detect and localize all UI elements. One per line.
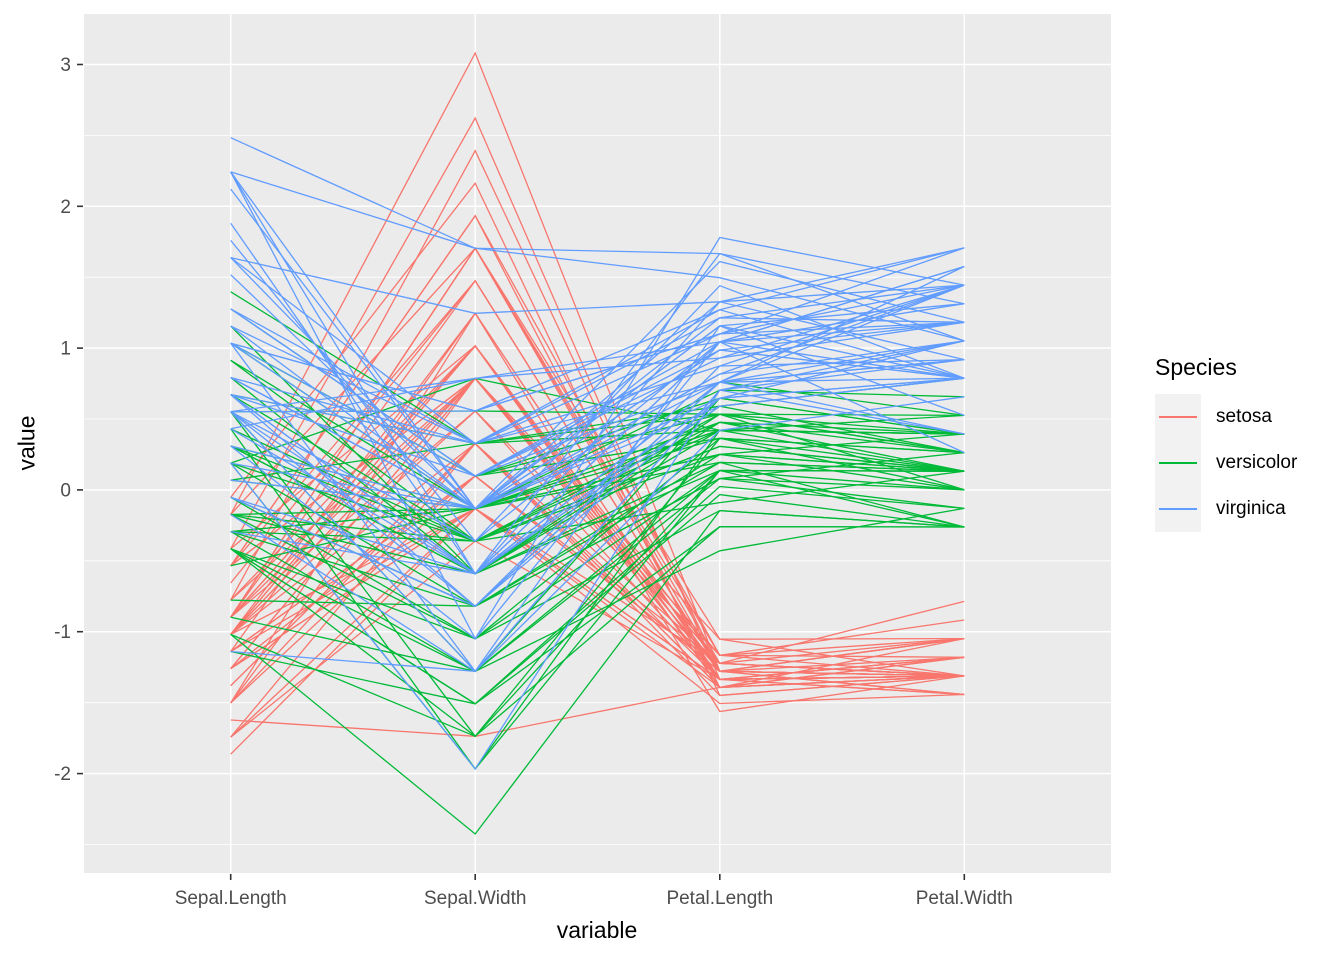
- legend-key-line-icon: [1159, 462, 1197, 464]
- y-tick-label: -1: [54, 622, 71, 643]
- plot-line-versicolor: [230, 461, 965, 575]
- plot-line-virginica: [230, 247, 965, 314]
- legend-key-line-icon: [1159, 508, 1197, 510]
- plot-line-versicolor: [230, 493, 965, 705]
- y-tick-label: 0: [60, 480, 71, 501]
- plot-line-versicolor: [230, 469, 965, 673]
- y-axis-title: value: [13, 415, 40, 471]
- plot-line-setosa: [230, 344, 965, 665]
- x-tick-label: Petal.Length: [666, 888, 773, 909]
- legend-title: Species: [1155, 354, 1237, 380]
- plot-line-virginica: [230, 381, 965, 575]
- legend-entry-setosa: setosa: [1155, 394, 1297, 440]
- plot-line-virginica: [230, 171, 965, 305]
- plot-line-setosa: [230, 507, 965, 681]
- plot-line-virginica: [230, 377, 965, 510]
- plot-line-virginica: [230, 265, 965, 477]
- plot-line-setosa: [230, 312, 965, 696]
- y-tick-label: -2: [54, 764, 71, 785]
- plot-line-versicolor: [230, 437, 965, 640]
- y-tick-label: 1: [60, 339, 71, 360]
- plot-line-virginica: [230, 349, 965, 477]
- y-tick-label: 2: [60, 197, 71, 218]
- plot-line-setosa: [230, 247, 965, 658]
- plot-line-virginica: [230, 389, 965, 771]
- plot-line-virginica: [230, 377, 965, 510]
- plot-line-setosa: [230, 279, 965, 677]
- plot-line-versicolor: [230, 359, 965, 510]
- plot-line-virginica: [230, 377, 965, 510]
- x-tick-label: Sepal.Length: [175, 888, 287, 909]
- legend: Species setosa versicolor virginica: [1155, 354, 1297, 532]
- plot-line-virginica: [230, 358, 965, 673]
- plot-line-virginica: [230, 137, 965, 342]
- plot-line-virginica: [230, 358, 965, 607]
- legend-key-swatch: [1155, 486, 1201, 532]
- plot-line-virginica: [230, 340, 965, 510]
- plot-line-virginica: [230, 396, 965, 672]
- legend-entry-label: versicolor: [1216, 452, 1298, 473]
- legend-key-swatch: [1155, 394, 1201, 440]
- plot-line-virginica: [230, 284, 965, 430]
- plot-line-setosa: [230, 442, 965, 697]
- legend-entries: setosa versicolor virginica: [1155, 394, 1297, 532]
- plot-line-versicolor: [230, 526, 965, 738]
- plot-line-virginica: [230, 325, 965, 673]
- legend-entry-virginica: virginica: [1155, 486, 1297, 532]
- legend-entry-versicolor: versicolor: [1155, 440, 1297, 486]
- plot-line-virginica: [230, 284, 965, 445]
- plot-line-setosa: [230, 410, 965, 681]
- plot-line-virginica: [230, 340, 965, 575]
- plot-line-virginica: [230, 222, 965, 575]
- x-tick-label: Petal.Width: [916, 888, 1013, 909]
- plot-line-setosa: [230, 442, 965, 738]
- plot-line-virginica: [230, 284, 965, 477]
- plot-line-virginica: [230, 188, 965, 510]
- plot-line-virginica: [230, 247, 965, 412]
- x-axis-title: variable: [556, 917, 638, 943]
- plot-line-versicolor: [230, 509, 965, 640]
- plot-line-versicolor: [230, 453, 965, 516]
- plot-line-setosa: [230, 410, 965, 656]
- plot-line-setosa: [230, 149, 965, 696]
- legend-key-swatch: [1155, 440, 1201, 486]
- plot-line-versicolor: [230, 411, 965, 738]
- y-tick-label: 3: [60, 55, 71, 76]
- plot-line-versicolor: [230, 507, 965, 672]
- plot-line-setosa: [230, 656, 965, 737]
- plot-line-virginica: [230, 257, 965, 445]
- x-tick-label: Sepal.Width: [424, 888, 526, 909]
- plot-line-virginica: [230, 171, 965, 510]
- plot-line-setosa: [230, 507, 965, 755]
- plot-line-versicolor: [230, 469, 965, 640]
- legend-entry-label: setosa: [1216, 406, 1272, 427]
- legend-key-line-icon: [1159, 416, 1197, 418]
- legend-entry-label: virginica: [1216, 498, 1286, 519]
- plot-line-versicolor: [230, 429, 965, 567]
